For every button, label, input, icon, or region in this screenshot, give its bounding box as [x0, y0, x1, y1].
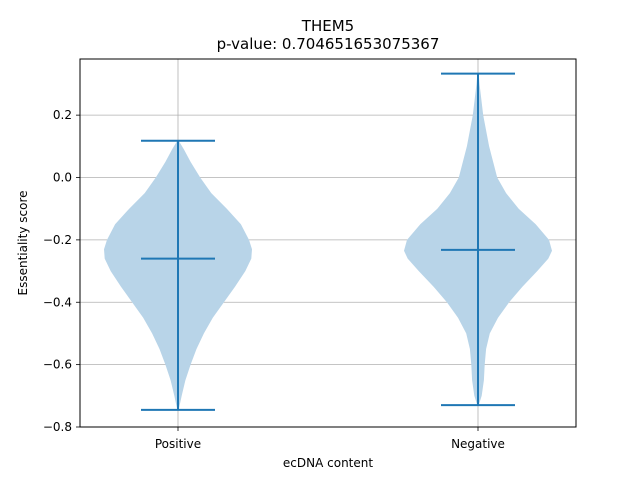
plot-frame: [79, 58, 577, 428]
y-tick-label: −0.6: [43, 358, 72, 372]
x-axis-label: ecDNA content: [283, 456, 373, 470]
y-tick-label: −0.4: [43, 295, 72, 309]
chart-subtitle: p-value: 0.704651653075367: [217, 35, 440, 53]
x-axis-ticks: Positive Negative: [155, 427, 505, 451]
violin-statistics: [141, 72, 515, 411]
y-tick-label: −0.8: [43, 420, 72, 434]
y-tick-label: −0.2: [43, 233, 72, 247]
y-axis-label: Essentiality score: [16, 191, 30, 296]
y-tick-label: 0.0: [53, 171, 72, 185]
x-tick-label: Positive: [155, 437, 201, 451]
x-tick-label: Negative: [451, 437, 505, 451]
y-tick-label: 0.2: [53, 108, 72, 122]
chart-title: THEM5: [301, 17, 354, 35]
y-axis-ticks: −0.8 −0.6 −0.4 −0.2 0.0 0.2: [43, 108, 80, 434]
